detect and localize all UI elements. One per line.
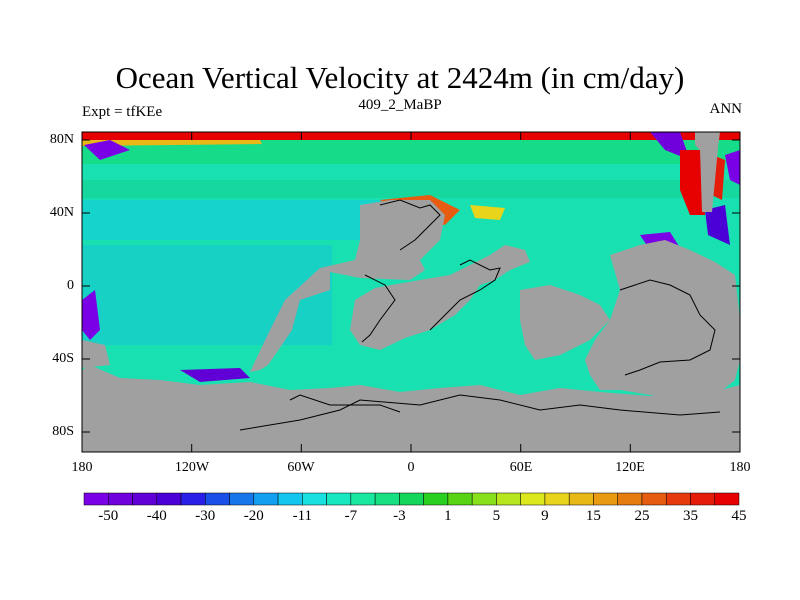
coast-north-america — [379, 199, 441, 251]
land-south-antarctica — [82, 365, 740, 452]
lat-ticks — [82, 139, 740, 433]
age-label: 409_2_MaBP — [358, 97, 442, 113]
colorbar-label: -7 — [344, 508, 358, 524]
colorbar-label: -20 — [243, 508, 264, 524]
landmasses — [82, 132, 740, 452]
south-purple — [180, 368, 250, 382]
colorbar-box — [520, 492, 546, 506]
colorbar-box — [714, 492, 740, 506]
colorbar-box — [156, 492, 182, 506]
colorbar-label: -3 — [393, 508, 406, 524]
land-americas — [250, 200, 445, 372]
colorbar-box — [447, 492, 473, 506]
coast-antarctic-2 — [289, 394, 401, 413]
colorbar-box — [617, 492, 643, 506]
colorbar-box — [277, 492, 303, 506]
colorbar-box — [568, 492, 594, 506]
lon-label-60w: 60W — [287, 460, 315, 475]
colorbar-box — [326, 492, 352, 506]
season-label: ANN — [709, 101, 743, 117]
colorbar-box — [593, 492, 618, 506]
lon-label-180w: 180 — [71, 460, 93, 475]
colorbar — [83, 492, 740, 506]
coast-south-america — [361, 274, 396, 343]
coast-antarctic — [239, 394, 721, 431]
experiment-label: Expt = tfKEe — [82, 104, 163, 120]
colorbar-box — [471, 492, 497, 506]
colorbar-box — [253, 492, 279, 506]
colorbar-box — [423, 492, 449, 506]
colorbar-label: 15 — [585, 508, 601, 524]
colorbar-label: 1 — [444, 508, 452, 524]
colorbar-box — [108, 492, 133, 506]
colorbar-box — [350, 492, 376, 506]
colorbar-box — [83, 492, 109, 506]
lon-ticks — [81, 132, 741, 452]
lon-label-120w: 120W — [174, 460, 210, 475]
colorbar-box — [665, 492, 691, 506]
land-indian — [520, 285, 610, 360]
colorbar-box — [690, 492, 715, 506]
coast-africa — [429, 259, 501, 331]
land-north-east — [695, 132, 720, 212]
lat-label-40s: 40S — [52, 351, 74, 366]
colorbar-box — [229, 492, 255, 506]
northwest-purple — [84, 140, 130, 160]
east-red-plume — [680, 150, 705, 215]
edge-purple — [725, 150, 740, 185]
lat-label-40n: 40N — [49, 205, 74, 220]
colorbar-label: -50 — [98, 508, 119, 524]
lat-label-80s: 80S — [52, 424, 74, 439]
midlat-band — [82, 180, 740, 198]
colorbar-label: 9 — [541, 508, 549, 524]
colorbar-box — [180, 492, 206, 506]
lon-label-0: 0 — [407, 460, 415, 475]
colorbar-label: 25 — [634, 508, 650, 524]
east-purple-plume — [705, 205, 730, 245]
lon-label-120e: 120E — [615, 460, 645, 475]
colorbar-label: 5 — [492, 508, 501, 524]
colorbar-label: 35 — [683, 508, 698, 524]
land-africa — [350, 245, 530, 350]
west-margin-purple — [82, 290, 100, 340]
land-south-west-margin — [82, 340, 110, 368]
colorbar-box — [496, 492, 521, 506]
lon-label-180e: 180 — [729, 460, 751, 475]
lon-label-60e: 60E — [509, 460, 533, 475]
lat-label-80n: 80N — [49, 132, 74, 147]
colorbar-box — [544, 492, 570, 506]
polar-yellow-strip — [82, 140, 262, 146]
map-title: Ocean Vertical Velocity at 2424m (in cm/… — [115, 60, 685, 95]
colorbar-label: -30 — [195, 508, 216, 524]
lat-label-0: 0 — [67, 278, 74, 293]
land-east — [585, 240, 740, 402]
tethys-hotspot — [470, 205, 505, 220]
colorbar-box — [132, 492, 158, 506]
colorbar-label: -40 — [146, 508, 167, 524]
colorbar-box — [399, 492, 424, 506]
colorbar-box — [374, 492, 400, 506]
colorbar-box — [205, 492, 230, 506]
colorbar-box — [302, 492, 327, 506]
coastlines — [239, 199, 721, 431]
subtropical-band — [82, 200, 412, 240]
colorbar-label: -11 — [292, 508, 313, 524]
colorbar-box — [641, 492, 667, 506]
coast-east — [619, 279, 716, 376]
colorbar-label: 45 — [731, 508, 747, 524]
